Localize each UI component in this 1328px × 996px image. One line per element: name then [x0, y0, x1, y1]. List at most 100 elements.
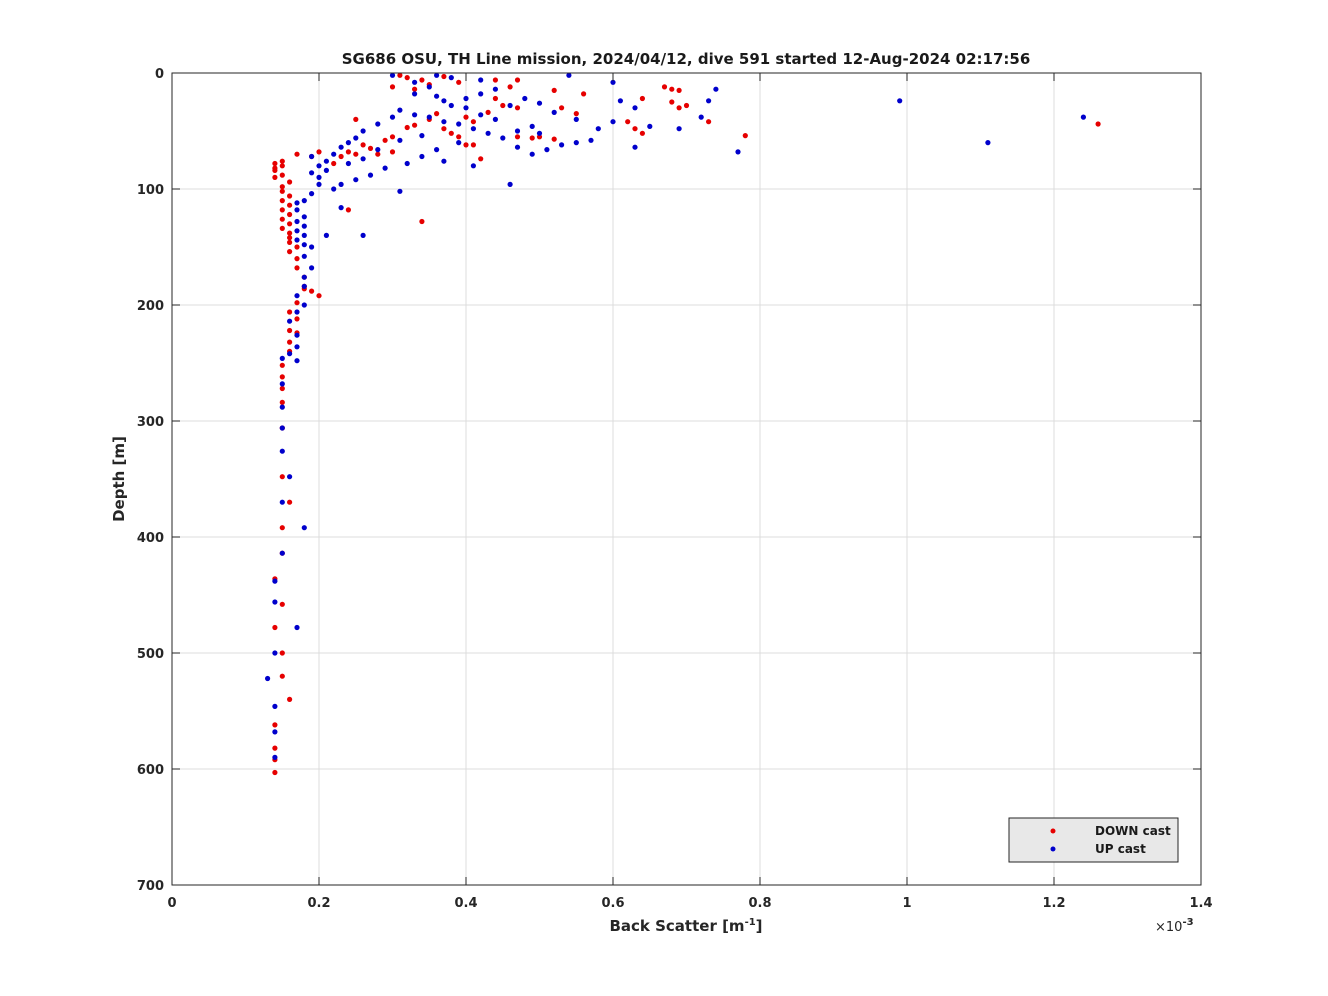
data-point-up-cast — [463, 105, 469, 111]
data-point-up-cast — [426, 114, 432, 120]
data-point-up-cast — [514, 144, 521, 150]
data-point-up-cast — [294, 332, 300, 338]
data-point-up-cast — [698, 114, 704, 120]
data-point-down-cast — [669, 86, 675, 92]
data-point-up-cast — [404, 160, 410, 167]
data-point-down-cast — [500, 102, 506, 109]
data-point-up-cast — [507, 102, 513, 109]
data-point-down-cast — [279, 399, 285, 405]
data-point-down-cast — [404, 75, 410, 81]
data-point-down-cast — [448, 130, 454, 136]
data-point-up-cast — [301, 242, 307, 248]
data-point-down-cast — [279, 673, 285, 679]
data-point-up-cast — [294, 237, 300, 243]
data-point-up-cast — [713, 86, 719, 92]
data-point-down-cast — [279, 188, 285, 194]
data-point-down-cast — [470, 142, 476, 148]
data-point-up-cast — [323, 232, 329, 238]
data-point-up-cast — [412, 79, 418, 85]
data-point-down-cast — [412, 86, 418, 92]
data-point-down-cast — [294, 151, 300, 157]
data-point-up-cast — [294, 358, 300, 364]
y-tick-label: 300 — [137, 415, 164, 430]
data-point-up-cast — [331, 186, 337, 192]
data-point-up-cast — [338, 181, 344, 187]
data-point-down-cast — [1095, 121, 1101, 127]
data-point-down-cast — [287, 249, 293, 255]
data-point-down-cast — [272, 769, 278, 776]
data-point-down-cast — [419, 218, 425, 225]
data-point-down-cast — [279, 362, 285, 368]
y-tick-label: 100 — [137, 183, 164, 198]
data-point-up-cast — [294, 293, 300, 299]
data-point-down-cast — [287, 239, 293, 245]
legend-marker-up-cast — [1050, 846, 1056, 852]
legend: DOWN cast UP cast — [1008, 817, 1179, 863]
data-point-up-cast — [323, 167, 329, 173]
data-point-up-cast — [287, 351, 293, 357]
data-point-up-cast — [706, 98, 712, 104]
data-point-up-cast — [492, 86, 498, 92]
data-point-up-cast — [301, 525, 307, 531]
x-tick-label: 1 — [902, 896, 911, 911]
data-point-up-cast — [294, 207, 300, 213]
data-point-down-cast — [492, 77, 498, 83]
data-point-down-cast — [676, 87, 682, 93]
data-point-down-cast — [478, 156, 484, 162]
data-point-down-cast — [309, 288, 315, 294]
data-point-down-cast — [287, 193, 293, 199]
data-point-down-cast — [514, 77, 521, 83]
data-point-up-cast — [301, 232, 307, 238]
data-point-down-cast — [551, 136, 557, 142]
data-point-up-cast — [272, 650, 278, 656]
data-point-down-cast — [441, 126, 447, 132]
data-point-up-cast — [551, 109, 557, 115]
data-point-down-cast — [419, 77, 425, 83]
data-point-up-cast — [301, 253, 307, 259]
data-point-up-cast — [514, 128, 521, 134]
y-tick-label: 400 — [137, 531, 164, 546]
data-point-down-cast — [279, 650, 285, 656]
x-tick-label: 1.2 — [1042, 896, 1065, 911]
data-point-up-cast — [478, 112, 484, 118]
data-point-up-cast — [389, 72, 396, 78]
data-point-down-cast — [287, 499, 293, 505]
data-point-down-cast — [514, 134, 521, 140]
legend-label-up-cast: UP cast — [1095, 842, 1146, 856]
data-point-up-cast — [441, 98, 447, 104]
data-point-down-cast — [463, 142, 469, 148]
data-point-up-cast — [338, 144, 344, 150]
data-point-up-cast — [309, 265, 315, 271]
data-point-up-cast — [536, 130, 543, 136]
data-point-down-cast — [389, 84, 396, 90]
data-point-up-cast — [338, 205, 344, 211]
data-point-down-cast — [279, 385, 285, 392]
data-point-up-cast — [647, 123, 653, 129]
data-point-up-cast — [610, 79, 616, 85]
data-point-up-cast — [500, 135, 506, 141]
data-point-down-cast — [287, 339, 293, 345]
data-point-down-cast — [279, 172, 285, 178]
data-point-up-cast — [345, 160, 351, 167]
data-point-up-cast — [985, 140, 991, 146]
data-point-up-cast — [272, 703, 278, 710]
data-point-down-cast — [404, 124, 410, 131]
data-point-up-cast — [316, 174, 322, 180]
data-point-up-cast — [301, 274, 307, 280]
data-point-up-cast — [426, 84, 432, 90]
x-tick-label: 1.4 — [1189, 896, 1212, 911]
data-point-down-cast — [434, 111, 440, 117]
chart-title: SG686 OSU, TH Line mission, 2024/04/12, … — [342, 50, 1031, 68]
data-point-up-cast — [287, 474, 293, 480]
data-point-up-cast — [367, 172, 374, 178]
data-point-up-cast — [279, 355, 285, 361]
data-point-down-cast — [706, 119, 712, 125]
data-point-up-cast — [397, 188, 403, 194]
data-point-up-cast — [492, 116, 498, 122]
data-point-up-cast — [279, 425, 285, 431]
y-tick-label: 500 — [137, 647, 164, 662]
data-point-down-cast — [507, 84, 513, 90]
data-point-down-cast — [632, 126, 638, 132]
data-point-down-cast — [559, 105, 565, 111]
data-point-down-cast — [389, 134, 396, 140]
